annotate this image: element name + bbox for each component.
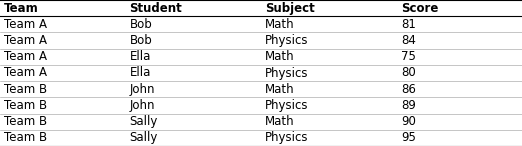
Text: 80: 80: [401, 66, 416, 80]
Text: 75: 75: [401, 50, 416, 63]
Text: 95: 95: [401, 131, 416, 144]
Text: Math: Math: [265, 50, 295, 63]
Text: John: John: [129, 99, 155, 112]
Text: Team B: Team B: [4, 131, 48, 144]
Text: Student: Student: [129, 2, 182, 15]
Text: Team A: Team A: [4, 50, 47, 63]
Text: Team A: Team A: [4, 18, 47, 31]
Text: Ella: Ella: [129, 50, 151, 63]
Text: Team B: Team B: [4, 83, 48, 96]
Text: Physics: Physics: [265, 66, 309, 80]
Text: 81: 81: [401, 18, 416, 31]
Text: Sally: Sally: [129, 115, 158, 128]
Text: Score: Score: [401, 2, 438, 15]
Text: 90: 90: [401, 115, 416, 128]
Text: 86: 86: [401, 83, 416, 96]
Text: Physics: Physics: [265, 131, 309, 144]
Text: Ella: Ella: [129, 66, 151, 80]
Text: Math: Math: [265, 115, 295, 128]
Text: John: John: [129, 83, 155, 96]
Text: 84: 84: [401, 34, 416, 47]
Text: Math: Math: [265, 83, 295, 96]
Text: 89: 89: [401, 99, 416, 112]
Text: Sally: Sally: [129, 131, 158, 144]
Text: Subject: Subject: [265, 2, 315, 15]
Text: Physics: Physics: [265, 99, 309, 112]
Text: Team: Team: [4, 2, 39, 15]
Text: Team A: Team A: [4, 34, 47, 47]
Text: Physics: Physics: [265, 34, 309, 47]
Text: Team B: Team B: [4, 99, 48, 112]
Text: Team A: Team A: [4, 66, 47, 80]
Text: Bob: Bob: [129, 18, 152, 31]
Text: Team B: Team B: [4, 115, 48, 128]
Text: Bob: Bob: [129, 34, 152, 47]
Text: Math: Math: [265, 18, 295, 31]
